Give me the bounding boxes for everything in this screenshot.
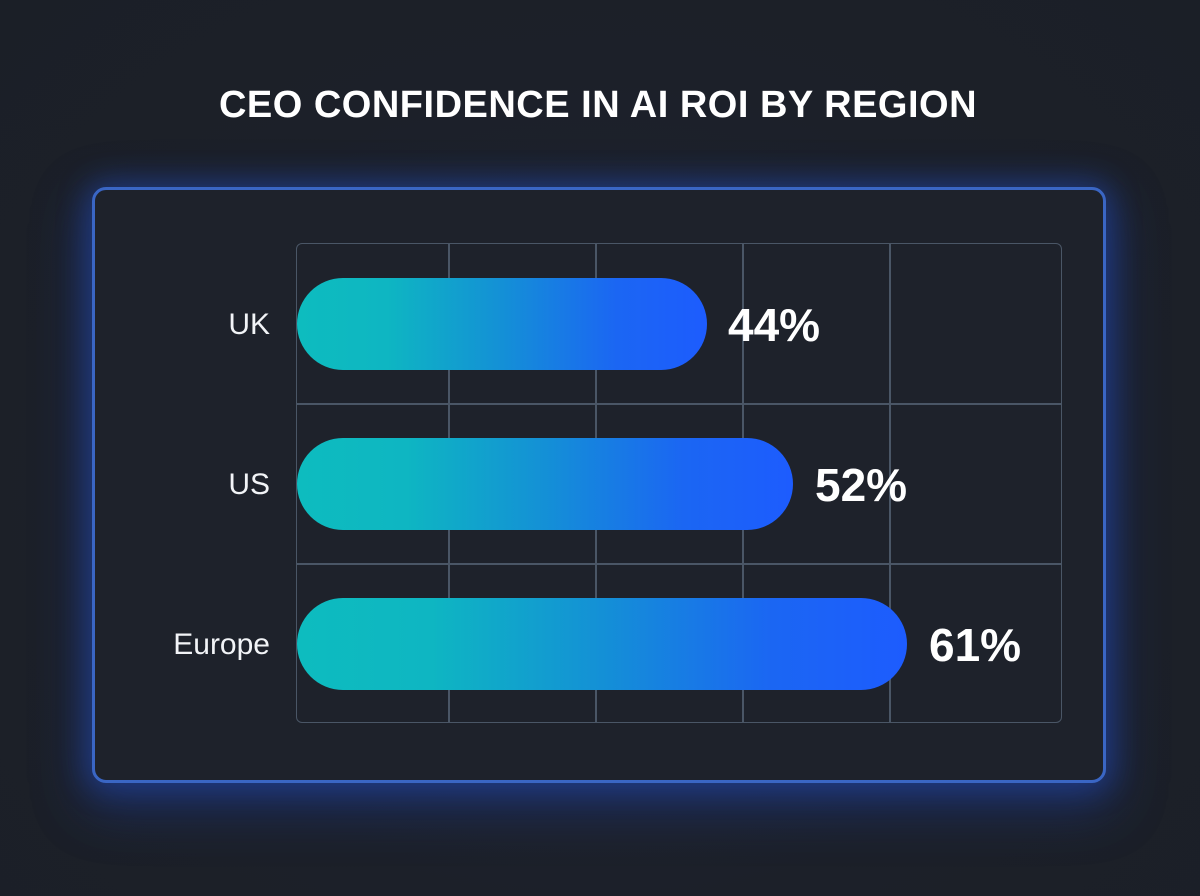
chart-title: CEO CONFIDENCE IN AI ROI BY REGION xyxy=(218,84,978,126)
grid-line-horizontal xyxy=(297,403,1061,405)
category-label-europe: Europe xyxy=(173,628,270,661)
value-label-uk: 44% xyxy=(728,299,821,351)
category-label-us: US xyxy=(228,468,270,501)
category-label-uk: UK xyxy=(228,308,270,341)
bar-europe xyxy=(297,598,907,690)
bar-uk xyxy=(297,278,707,370)
value-label-europe: 61% xyxy=(929,619,1022,671)
bar-us xyxy=(297,438,793,530)
grid-line-horizontal xyxy=(297,563,1061,565)
value-label-us: 52% xyxy=(815,459,908,511)
grid-line-vertical xyxy=(889,244,891,722)
